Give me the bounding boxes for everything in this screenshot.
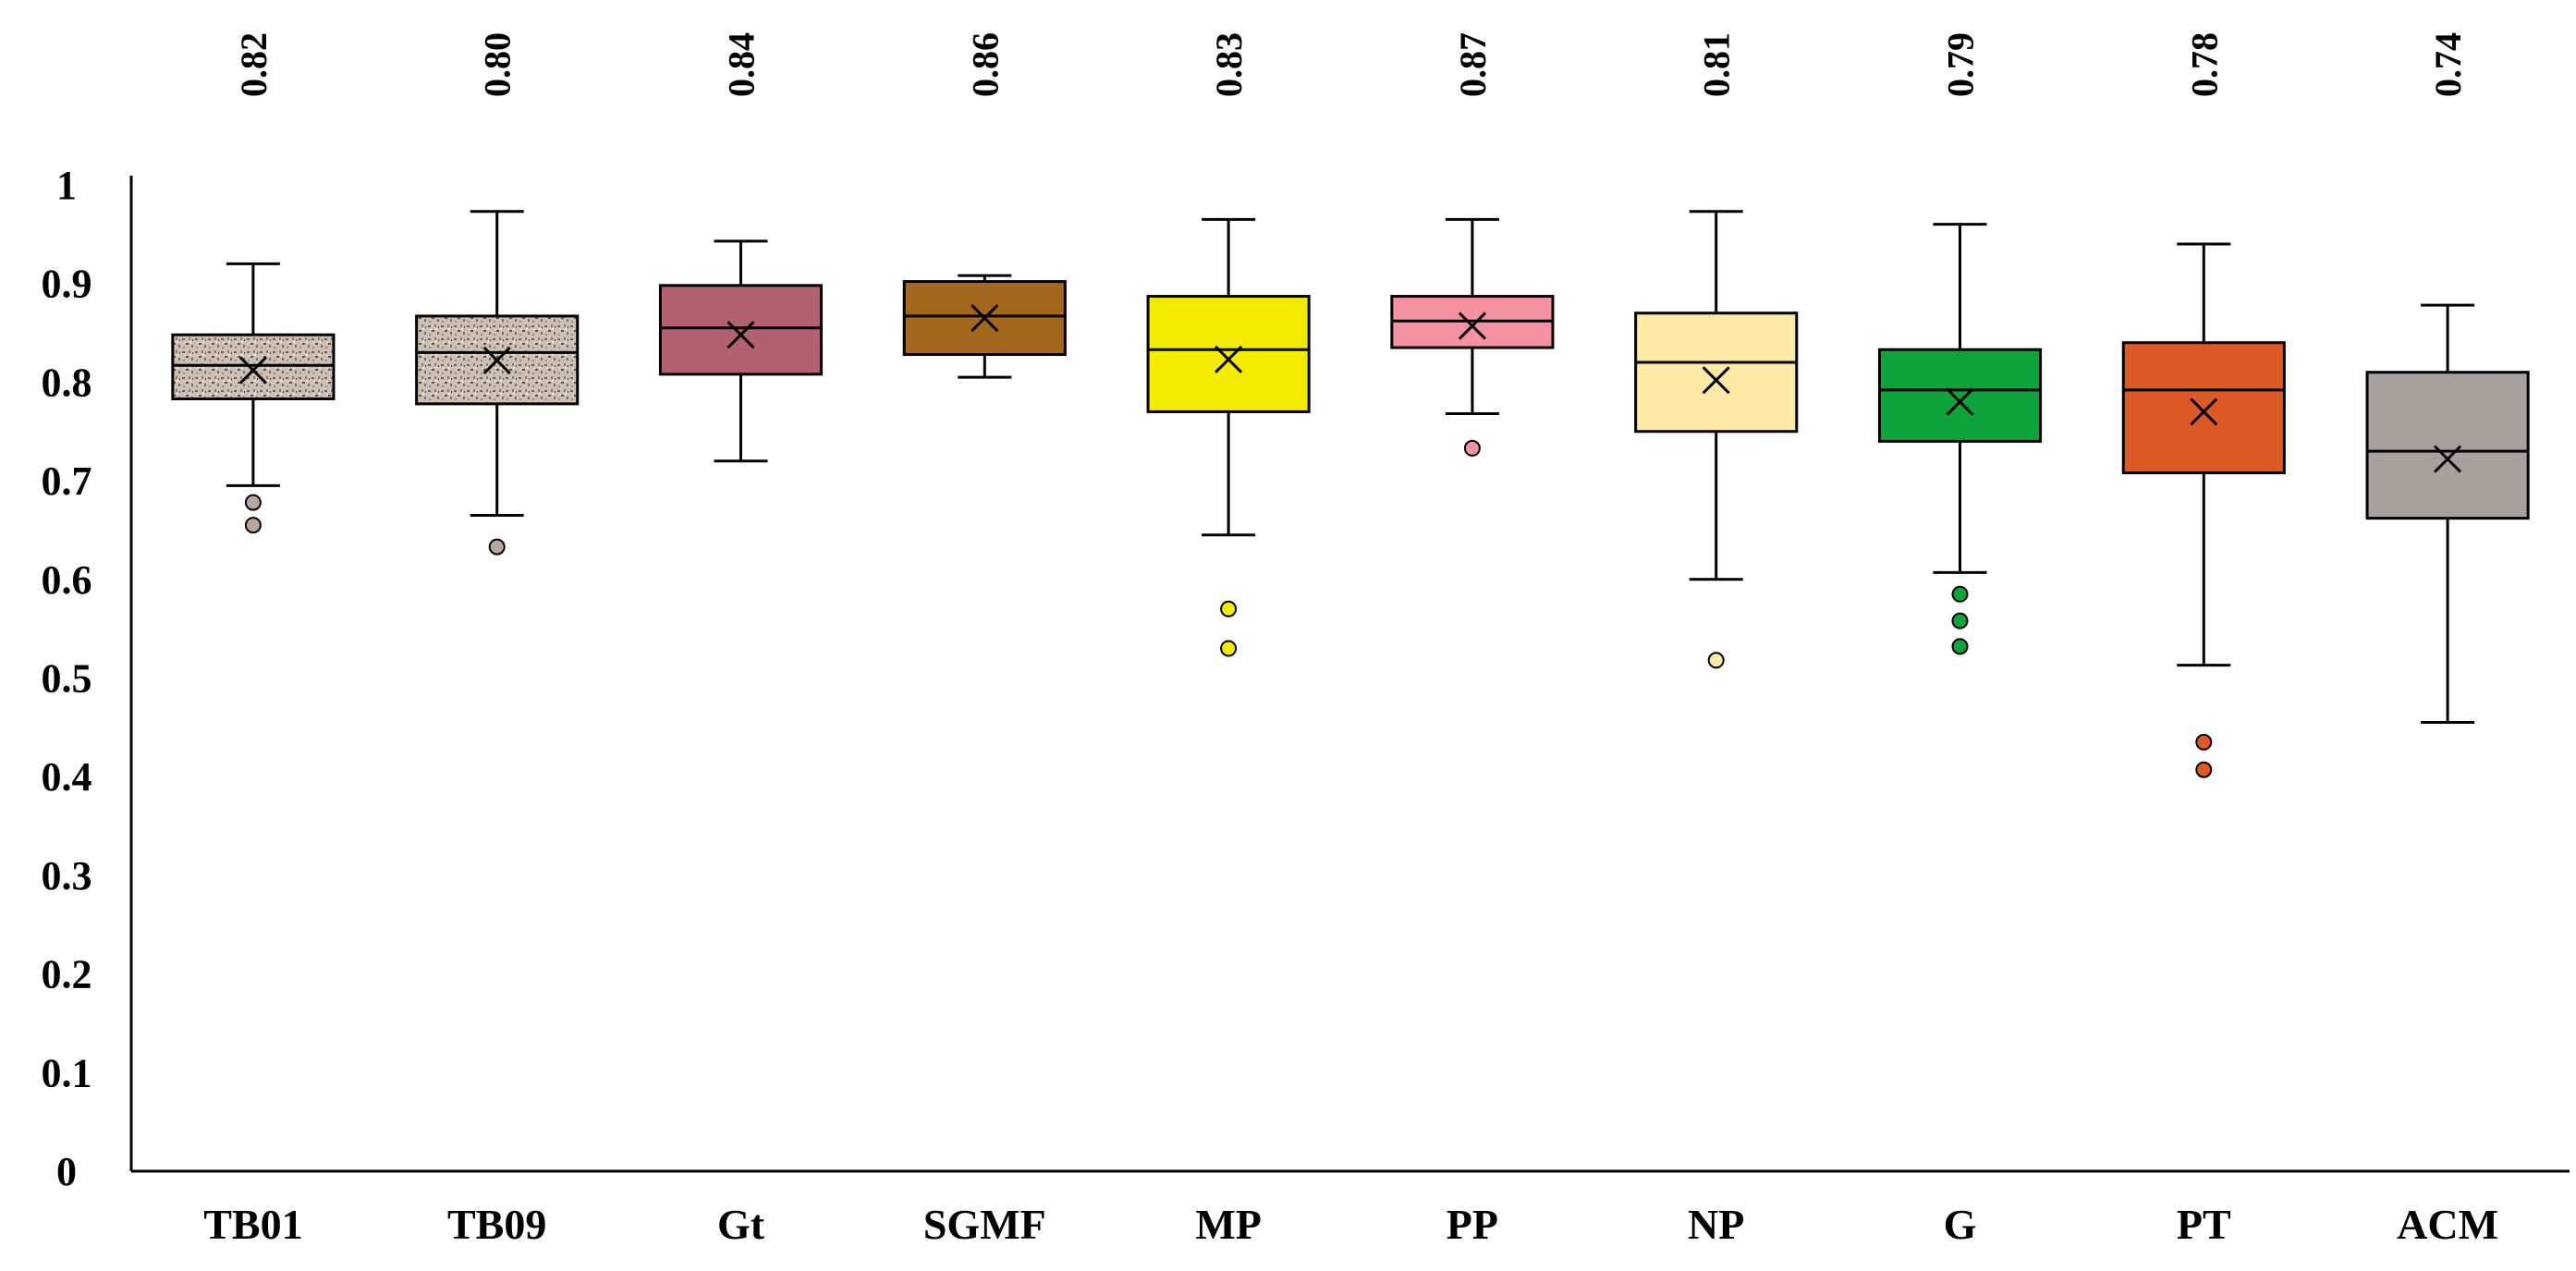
- box-iqr: [658, 284, 824, 376]
- top-value-label: 0.74: [2427, 32, 2469, 97]
- box-sgmf: [902, 274, 1067, 379]
- outlier-point: [1220, 640, 1238, 657]
- mean-marker: [1702, 366, 1730, 395]
- box-gt: [658, 239, 824, 463]
- top-value-label: 0.86: [964, 32, 1006, 97]
- category-label: SGMF: [923, 1201, 1046, 1248]
- mean-marker: [1458, 312, 1486, 340]
- top-value-label: 0.79: [1940, 32, 1982, 97]
- box-iqr: [2365, 371, 2530, 520]
- category-label: TB09: [447, 1201, 546, 1248]
- y-tick-label: 0.9: [42, 262, 92, 307]
- top-value-label: 0.83: [1208, 32, 1250, 97]
- box-mp: [1146, 217, 1311, 657]
- box-acm: [2365, 303, 2530, 725]
- mean-marker: [1215, 345, 1243, 373]
- outlier-point: [488, 538, 506, 556]
- category-label: NP: [1688, 1201, 1744, 1248]
- y-tick-label: 0.4: [42, 754, 92, 800]
- category-label: G: [1944, 1201, 1977, 1248]
- y-tick-label: 0.1: [42, 1050, 92, 1095]
- box-g: [1877, 223, 2043, 655]
- outlier-point: [244, 494, 262, 511]
- outlier-point: [1951, 585, 1969, 603]
- box-pp: [1390, 217, 1555, 457]
- outlier-point: [244, 517, 262, 534]
- outlier-point: [1951, 638, 1969, 655]
- box-iqr: [1634, 312, 1799, 434]
- labels-layer: TB01 0.82 TB09 0.80 Gt 0.84 SGMF 0.86 MP 0.83 PP 0.…: [203, 32, 2498, 1248]
- category-label: PT: [2177, 1201, 2231, 1248]
- top-value-label: 0.87: [1452, 32, 1494, 97]
- y-tick-label: 0.7: [42, 458, 92, 504]
- top-value-label: 0.82: [233, 32, 275, 97]
- y-tick-label: 0.8: [42, 360, 92, 405]
- box-pt: [2121, 242, 2286, 778]
- outlier-point: [1951, 612, 1969, 629]
- category-label: Gt: [717, 1201, 765, 1248]
- box-tb01: [171, 262, 336, 534]
- box-iqr: [1877, 348, 2043, 443]
- category-label: MP: [1195, 1201, 1262, 1248]
- y-tick-label: 0: [56, 1149, 77, 1194]
- mean-marker: [2190, 397, 2218, 426]
- mean-marker: [971, 303, 999, 333]
- outlier-point: [1707, 652, 1725, 669]
- axes-layer: 0 0.1 0.2 0.3 0.4 0.5 0.6 0.7 0.8 0.9 1: [42, 163, 2570, 1194]
- top-value-label: 0.84: [721, 32, 763, 97]
- mean-marker: [482, 346, 511, 374]
- y-tick-label: 0.5: [42, 656, 92, 702]
- box-iqr: [2121, 341, 2286, 475]
- category-label: PP: [1447, 1201, 1498, 1248]
- mean-marker: [726, 321, 755, 349]
- top-value-label: 0.78: [2183, 32, 2225, 97]
- outlier-point: [1463, 439, 1481, 457]
- top-value-label: 0.80: [477, 32, 519, 97]
- y-tick-label: 0.3: [42, 853, 92, 898]
- y-tick-label: 0.6: [42, 557, 92, 603]
- box-iqr: [1146, 295, 1311, 413]
- mean-marker: [238, 356, 267, 385]
- box-iqr: [171, 333, 336, 401]
- boxes-layer: [171, 210, 2530, 778]
- outlier-point: [2195, 733, 2213, 751]
- box-np: [1634, 210, 1799, 669]
- outlier-point: [2195, 761, 2213, 778]
- mean-marker: [2434, 445, 2462, 473]
- y-tick-label: 1: [56, 163, 77, 208]
- outlier-point: [1220, 600, 1238, 617]
- mean-marker: [1946, 387, 1974, 416]
- top-value-label: 0.81: [1696, 32, 1738, 97]
- box-tb09: [415, 210, 580, 556]
- category-label: TB01: [203, 1201, 302, 1248]
- y-tick-label: 0.2: [42, 952, 92, 997]
- category-label: ACM: [2397, 1201, 2498, 1248]
